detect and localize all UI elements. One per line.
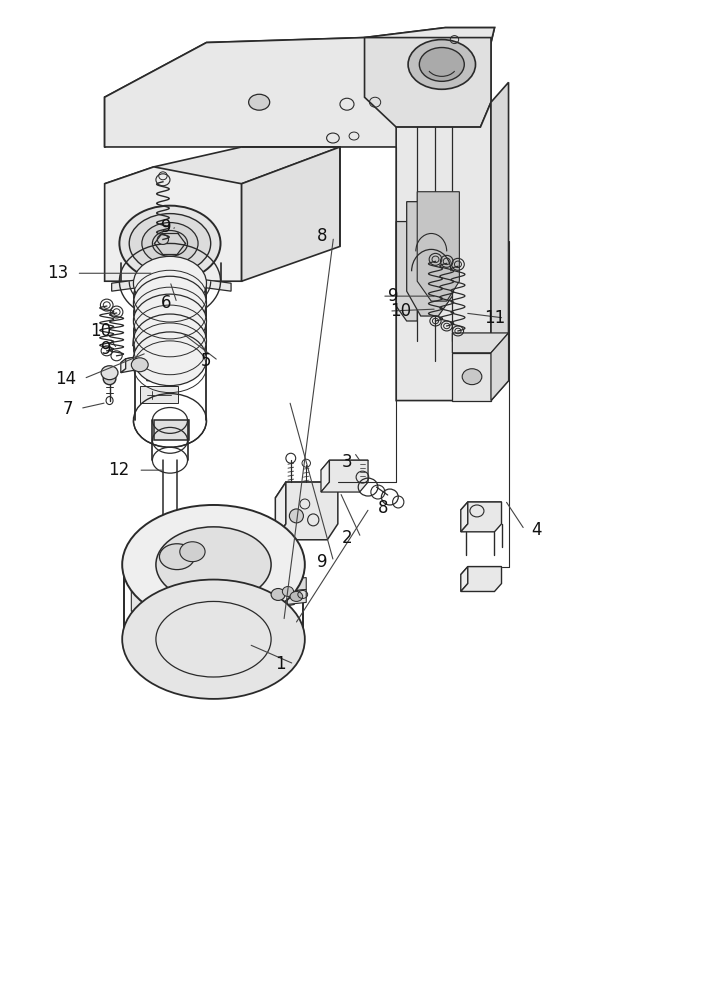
Text: 9: 9 — [161, 218, 172, 236]
Ellipse shape — [290, 509, 304, 523]
Ellipse shape — [133, 332, 207, 386]
Text: 9: 9 — [388, 287, 399, 305]
Text: 12: 12 — [108, 461, 130, 479]
Polygon shape — [170, 588, 185, 625]
Polygon shape — [406, 202, 452, 316]
Polygon shape — [154, 420, 189, 440]
Text: 2: 2 — [342, 529, 353, 547]
Text: 11: 11 — [484, 309, 505, 327]
Polygon shape — [461, 567, 501, 591]
Polygon shape — [105, 28, 494, 147]
Polygon shape — [147, 338, 156, 381]
Polygon shape — [287, 578, 307, 591]
Polygon shape — [132, 328, 143, 346]
Polygon shape — [121, 349, 180, 363]
Polygon shape — [142, 321, 180, 346]
Polygon shape — [156, 333, 180, 381]
Polygon shape — [417, 192, 459, 301]
Polygon shape — [491, 82, 508, 401]
Polygon shape — [461, 567, 468, 591]
Ellipse shape — [120, 206, 220, 281]
Polygon shape — [365, 38, 491, 127]
Ellipse shape — [130, 214, 211, 273]
Polygon shape — [112, 275, 231, 291]
Ellipse shape — [122, 505, 305, 624]
Polygon shape — [321, 460, 368, 492]
Text: 6: 6 — [161, 294, 171, 312]
Ellipse shape — [157, 234, 169, 244]
Ellipse shape — [133, 294, 207, 348]
Ellipse shape — [408, 40, 476, 89]
Ellipse shape — [156, 527, 271, 602]
Ellipse shape — [271, 589, 285, 600]
Text: 9: 9 — [101, 340, 112, 358]
Text: 13: 13 — [47, 264, 68, 282]
Polygon shape — [139, 281, 203, 306]
Polygon shape — [491, 333, 508, 401]
Text: 1: 1 — [275, 655, 285, 673]
Ellipse shape — [419, 48, 464, 81]
Text: 8: 8 — [317, 227, 328, 245]
Polygon shape — [275, 482, 338, 498]
Polygon shape — [321, 460, 368, 470]
Polygon shape — [461, 567, 501, 575]
Polygon shape — [105, 147, 340, 184]
Ellipse shape — [462, 369, 482, 385]
Text: 3: 3 — [342, 453, 353, 471]
Text: 4: 4 — [532, 521, 542, 539]
Polygon shape — [287, 589, 307, 604]
Ellipse shape — [131, 358, 148, 372]
Ellipse shape — [290, 591, 303, 601]
Polygon shape — [139, 386, 178, 403]
Text: 7: 7 — [63, 400, 74, 418]
Polygon shape — [321, 460, 329, 492]
Polygon shape — [275, 482, 286, 540]
Ellipse shape — [133, 314, 207, 368]
Ellipse shape — [159, 544, 195, 570]
Polygon shape — [461, 502, 468, 532]
Polygon shape — [461, 502, 501, 510]
Ellipse shape — [103, 373, 116, 385]
Polygon shape — [241, 147, 340, 281]
Polygon shape — [275, 482, 338, 540]
Ellipse shape — [142, 223, 198, 264]
Polygon shape — [452, 353, 491, 401]
Text: 10: 10 — [390, 302, 411, 320]
Polygon shape — [121, 349, 180, 373]
Polygon shape — [147, 584, 163, 621]
Text: 9: 9 — [317, 553, 328, 571]
Polygon shape — [131, 578, 142, 611]
Text: 5: 5 — [201, 352, 212, 370]
Polygon shape — [461, 502, 501, 532]
Ellipse shape — [249, 94, 270, 110]
Polygon shape — [270, 560, 304, 570]
Text: 14: 14 — [55, 370, 76, 388]
Polygon shape — [396, 102, 491, 401]
Text: 8: 8 — [377, 499, 388, 517]
Ellipse shape — [180, 542, 205, 562]
Text: 10: 10 — [91, 322, 112, 340]
Polygon shape — [156, 333, 180, 341]
Ellipse shape — [122, 580, 305, 699]
Ellipse shape — [282, 587, 294, 596]
Ellipse shape — [101, 366, 118, 380]
Polygon shape — [121, 359, 126, 373]
Polygon shape — [105, 28, 494, 147]
Polygon shape — [142, 321, 180, 333]
Ellipse shape — [133, 276, 207, 330]
Polygon shape — [105, 167, 241, 281]
Polygon shape — [396, 222, 417, 321]
Polygon shape — [452, 333, 508, 353]
Polygon shape — [270, 565, 295, 609]
Ellipse shape — [133, 256, 207, 310]
